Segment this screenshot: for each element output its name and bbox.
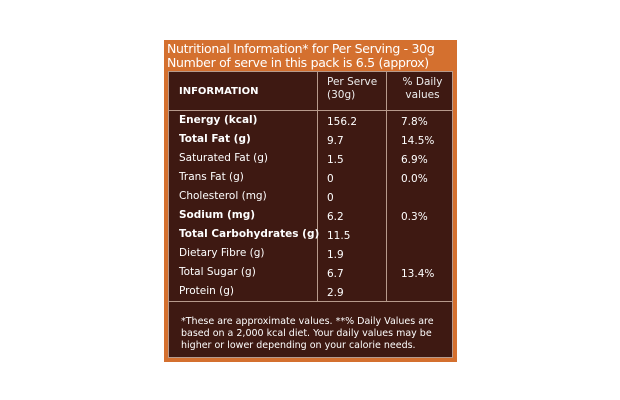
per-serve-value: 0: [327, 173, 334, 185]
column-divider: [317, 72, 318, 301]
daily-value: 0.3%: [401, 211, 428, 223]
daily-value: 0.0%: [401, 173, 428, 185]
nutrient-name: Sodium (mg): [179, 209, 256, 221]
footer-divider: [169, 301, 452, 302]
per-serve-value: 1.9: [327, 249, 344, 261]
nutrient-name: Energy (kcal): [179, 114, 258, 126]
nutrient-name: Total Carbohydrates (g): [179, 228, 320, 240]
daily-value: 13.4%: [401, 268, 435, 280]
nutrient-name: Trans Fat (g): [179, 171, 244, 183]
per-serve-value: 6.2: [327, 211, 344, 223]
nutrient-name: Protein (g): [179, 285, 235, 297]
title-line-1: Nutritional Information* for Per Serving…: [167, 41, 435, 56]
per-serve-value: 9.7: [327, 135, 344, 147]
title-line-2: Number of serve in this pack is 6.5 (app…: [167, 55, 429, 70]
nutrient-name: Dietary Fibre (g): [179, 247, 265, 259]
daily-value: 7.8%: [401, 116, 428, 128]
per-serve-value: 1.5: [327, 154, 344, 166]
daily-value: 6.9%: [401, 154, 428, 166]
footnote: *These are approximate values. **% Daily…: [181, 316, 434, 351]
daily-value: 14.5%: [401, 135, 435, 147]
header-daily-values: % Daily values: [402, 76, 443, 101]
header-per-serve: Per Serve (30g): [327, 76, 378, 101]
header-divider: [169, 110, 452, 111]
per-serve-value: 11.5: [327, 230, 351, 242]
per-serve-value: 2.9: [327, 287, 344, 299]
per-serve-value: 6.7: [327, 268, 344, 280]
nutrition-panel: Nutritional Information* for Per Serving…: [164, 40, 457, 362]
nutrient-name: Total Sugar (g): [179, 266, 256, 278]
nutrition-table: INFORMATION Per Serve (30g) % Daily values…: [168, 71, 453, 358]
nutrient-name: Total Fat (g): [179, 133, 251, 145]
panel-title: Nutritional Information* for Per Serving…: [167, 41, 435, 70]
nutrient-name: Saturated Fat (g): [179, 152, 269, 164]
header-information: INFORMATION: [179, 86, 259, 97]
column-divider: [386, 72, 387, 301]
per-serve-value: 0: [327, 192, 334, 204]
per-serve-value: 156.2: [327, 116, 358, 128]
nutrient-name: Cholesterol (mg): [179, 190, 267, 202]
